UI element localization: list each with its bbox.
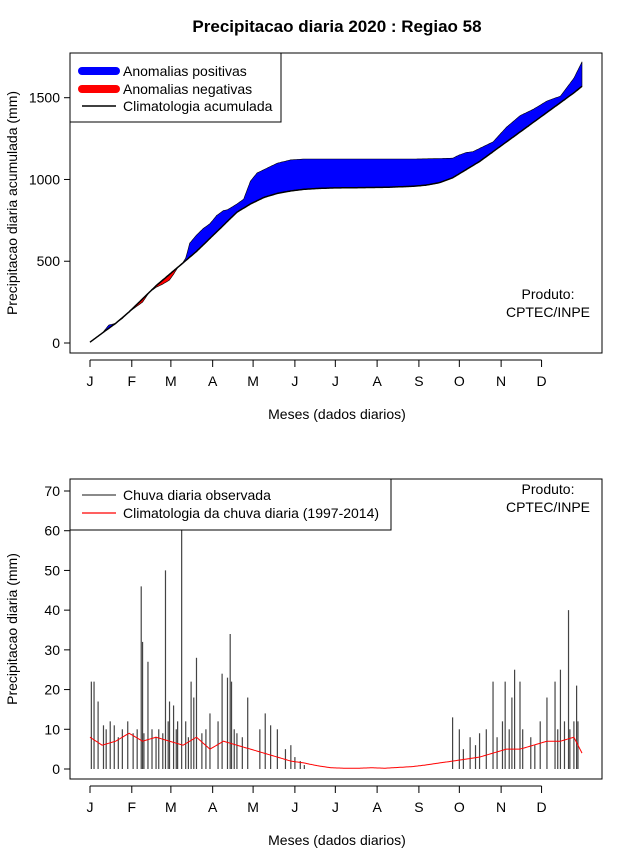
top-legend: Anomalias positivas Anomalias negativas … (69, 52, 282, 123)
top-xtick-label-1: F (128, 373, 137, 389)
bottom-ytick-label-7: 70 (44, 483, 60, 499)
top-xtick-label-7: A (372, 373, 382, 389)
bottom-xtick-label-7: A (372, 799, 382, 815)
top-xtick-label-5: J (291, 373, 298, 389)
bottom-ytick-label-3: 30 (44, 642, 60, 658)
top-xtick-label-10: N (496, 373, 506, 389)
bottom-xtick-label-2: M (165, 799, 177, 815)
legend-label-climatology: Climatologia acumulada (123, 98, 273, 114)
top-plot-frame (69, 52, 603, 354)
bottom-chart: 0 10 20 30 40 50 60 70 J F M A M J J A S O N D Precipitaca… (4, 478, 603, 848)
legend-label-observed: Chuva diaria observada (123, 487, 271, 503)
bottom-legend: Chuva diaria observada Climatologia da c… (69, 478, 392, 531)
top-annotation-line1: Produto: (522, 286, 575, 302)
legend-label-positive: Anomalias positivas (123, 63, 247, 79)
legend-label-daily-climatology: Climatologia da chuva diaria (1997-2014) (123, 505, 379, 521)
top-xtick-label-9: O (454, 373, 465, 389)
bottom-xtick-label-4: M (247, 799, 259, 815)
bottom-y-axis: 0 10 20 30 40 50 60 70 (44, 483, 70, 777)
bottom-xtick-label-0: J (87, 799, 94, 815)
bottom-xtick-label-5: J (291, 799, 298, 815)
top-xtick-label-2: M (165, 373, 177, 389)
chart-title: Precipitacao diaria 2020 : Regiao 58 (192, 17, 481, 36)
bottom-legend-box (69, 478, 392, 531)
top-ytick-label-2: 1000 (29, 171, 60, 187)
top-xlabel: Meses (dados diarios) (268, 406, 406, 422)
bottom-xtick-label-3: A (208, 799, 218, 815)
bottom-ytick-label-2: 20 (44, 682, 60, 698)
daily-climatology-line (89, 732, 583, 769)
top-chart: 0 500 1000 1500 J F M A M J J A S O N D Precipitacao d… (4, 52, 603, 422)
bottom-ylabel: Precipitacao diaria (mm) (4, 553, 20, 705)
top-ytick-label-0: 0 (52, 335, 60, 351)
bottom-ytick-label-4: 40 (44, 602, 60, 618)
legend-label-negative: Anomalias negativas (123, 81, 252, 97)
bottom-ytick-label-6: 60 (44, 523, 60, 539)
bottom-ytick-label-5: 50 (44, 562, 60, 578)
bottom-xtick-label-1: F (128, 799, 137, 815)
bottom-xtick-label-10: N (496, 799, 506, 815)
top-xtick-label-11: D (536, 373, 546, 389)
top-xtick-label-4: M (247, 373, 259, 389)
bottom-xtick-label-6: J (332, 799, 339, 815)
bottom-xtick-label-11: D (536, 799, 546, 815)
top-ytick-label-3: 1500 (29, 90, 60, 106)
bottom-ytick-label-1: 10 (44, 721, 60, 737)
bottom-xtick-label-9: O (454, 799, 465, 815)
top-annotation-line2: CPTEC/INPE (506, 304, 590, 320)
top-xtick-label-3: A (208, 373, 218, 389)
bottom-annotation-line2: CPTEC/INPE (506, 499, 590, 515)
bottom-xtick-label-8: S (414, 799, 423, 815)
top-xtick-label-0: J (87, 373, 94, 389)
climatology-accumulated-line (89, 85, 583, 343)
top-xtick-label-6: J (332, 373, 339, 389)
top-ylabel: Precipitacao diaria acumulada (mm) (4, 91, 20, 315)
top-y-axis: 0 500 1000 1500 (29, 90, 70, 351)
bottom-ytick-label-0: 0 (52, 761, 60, 777)
top-ytick-label-1: 500 (37, 253, 61, 269)
bottom-xlabel: Meses (dados diarios) (268, 832, 406, 848)
top-xtick-label-8: S (414, 373, 423, 389)
bottom-annotation-line1: Produto: (522, 481, 575, 497)
